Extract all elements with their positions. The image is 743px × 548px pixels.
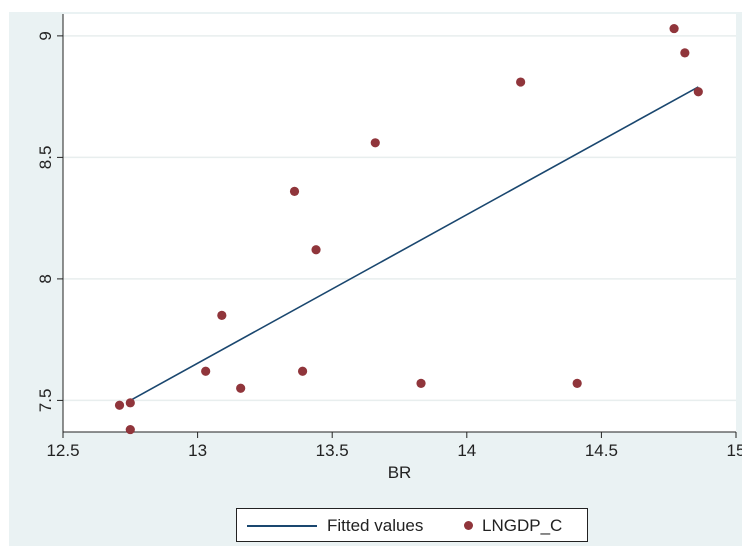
data-point	[516, 77, 526, 87]
data-point	[125, 398, 135, 408]
legend-dot-swatch	[464, 521, 473, 530]
x-tick-label: 13	[188, 441, 207, 460]
data-point	[125, 424, 135, 435]
data-point	[217, 310, 227, 320]
x-tick-label: 12.5	[46, 441, 79, 460]
legend-fitted-label: Fitted values	[327, 516, 424, 535]
data-point	[693, 87, 703, 97]
data-point	[669, 23, 679, 34]
y-tick-label: 7.5	[36, 389, 55, 413]
data-point	[680, 48, 690, 58]
data-point	[114, 400, 125, 410]
y-tick-label: 9	[36, 31, 55, 40]
y-tick-label: 8.5	[36, 146, 55, 170]
data-point	[572, 378, 582, 388]
x-axis-title: BR	[388, 463, 412, 482]
data-point	[236, 383, 246, 393]
x-tick-label: 15	[727, 441, 742, 460]
data-point	[289, 186, 300, 197]
data-point	[370, 138, 380, 148]
chart-figure: 7.5 8 8.5 9 12.5 13 13.5 14 14.5 15 BR Fitted valu…	[9, 12, 742, 546]
legend-lngdp-label: LNGDP_C	[482, 516, 563, 535]
fitted-values-line	[129, 86, 699, 402]
x-tick-label: 13.5	[316, 441, 349, 460]
data-point	[201, 366, 211, 376]
data-point	[416, 378, 426, 388]
data-point	[311, 245, 321, 255]
x-tick-label: 14.5	[585, 441, 618, 460]
legend: Fitted values LNGDP_C	[236, 508, 588, 542]
data-point	[297, 366, 308, 376]
y-tick-label: 8	[36, 274, 55, 283]
legend-line-swatch	[247, 525, 317, 527]
plot-area	[63, 14, 736, 432]
scatter-chart: 7.5 8 8.5 9 12.5 13 13.5 14 14.5 15 BR	[36, 14, 742, 482]
x-tick-label: 14	[457, 441, 476, 460]
